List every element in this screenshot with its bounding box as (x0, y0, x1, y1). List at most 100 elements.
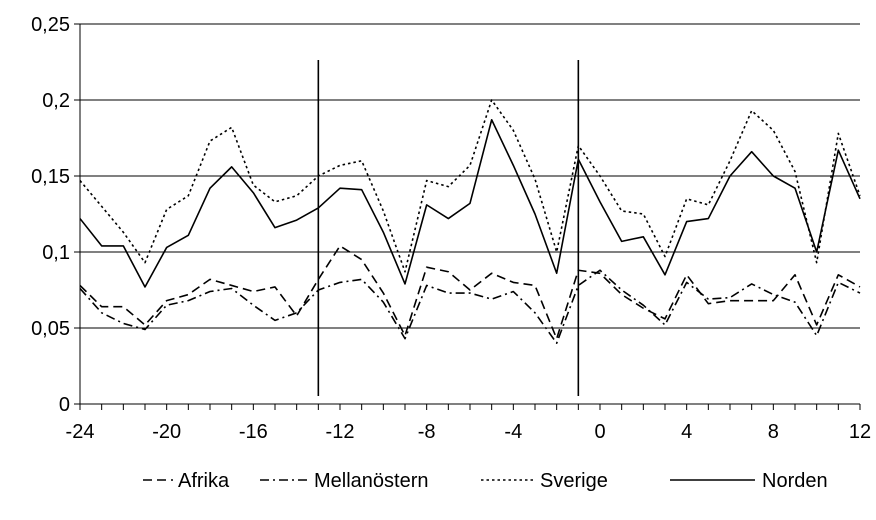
data-point-norden (490, 118, 494, 122)
data-point-mellanöstern (771, 293, 775, 297)
data-point-norden (771, 174, 775, 178)
data-point-norden (576, 157, 580, 161)
data-point-norden (121, 244, 125, 248)
data-point-mellanöstern (165, 303, 169, 307)
data-point-norden (273, 226, 277, 230)
data-point-norden (165, 245, 169, 249)
data-point-sverige (576, 144, 580, 148)
data-point-sverige (446, 185, 450, 189)
data-point-mellanöstern (555, 341, 559, 345)
data-point-norden (230, 165, 234, 169)
x-tick-label: -16 (239, 421, 268, 443)
data-point-afrika (490, 271, 494, 275)
data-point-mellanöstern (208, 290, 212, 294)
data-point-sverige (338, 163, 342, 167)
data-point-norden (468, 201, 472, 205)
data-point-norden (446, 217, 450, 221)
data-point-mellanöstern (620, 288, 624, 292)
data-point-mellanöstern (728, 296, 732, 300)
data-point-norden (208, 186, 212, 190)
data-point-norden (663, 273, 667, 277)
data-point-sverige (598, 174, 602, 178)
data-point-sverige (403, 270, 407, 274)
y-tick-label: 0,25 (31, 14, 70, 36)
data-point-sverige (360, 159, 364, 163)
data-point-sverige (381, 209, 385, 213)
series-line-sverige (79, 99, 861, 273)
x-tick-label: 0 (594, 421, 605, 443)
data-point-sverige (295, 194, 299, 198)
data-point-afrika (316, 277, 320, 281)
x-tick-label: -4 (504, 421, 522, 443)
legend-item-norden: Norden (670, 470, 828, 492)
data-point-sverige (316, 174, 320, 178)
data-point-norden (858, 197, 862, 201)
data-point-sverige (230, 125, 234, 129)
data-point-norden (100, 244, 104, 248)
data-point-sverige (251, 183, 255, 187)
data-point-afrika (533, 283, 537, 287)
data-point-sverige (425, 179, 429, 183)
data-point-norden (836, 148, 840, 152)
data-point-norden (728, 174, 732, 178)
data-point-sverige (555, 250, 559, 254)
data-point-mellanöstern (425, 283, 429, 287)
data-point-mellanöstern (360, 277, 364, 281)
x-tick-label: -12 (326, 421, 355, 443)
legend-label: Mellanöstern (314, 470, 429, 492)
data-point-mellanöstern (750, 282, 754, 286)
data-point-afrika (685, 273, 689, 277)
legend-label: Afrika (178, 470, 230, 492)
data-point-mellanöstern (230, 286, 234, 290)
data-point-sverige (208, 139, 212, 143)
data-point-afrika (620, 293, 624, 297)
legend-item-mellanöstern: Mellanöstern (260, 470, 429, 492)
series-line-afrika (79, 245, 861, 340)
data-point-afrika (511, 280, 515, 284)
data-point-mellanöstern (121, 321, 125, 325)
data-point-norden (360, 188, 364, 192)
data-point-norden (338, 186, 342, 190)
data-point-mellanöstern (533, 311, 537, 315)
legend-item-sverige: Sverige (481, 470, 608, 492)
legend: Afrika Mellanöstern Sverige Norden (143, 470, 828, 492)
legend-item-afrika: Afrika (143, 470, 230, 492)
data-point-sverige (468, 163, 472, 167)
data-point-mellanöstern (836, 280, 840, 284)
data-point-norden (295, 218, 299, 222)
data-point-mellanöstern (186, 299, 190, 303)
tick-labels: 0 0,05 0,1 0,15 0,2 0,25 -24 -20 -16 -12 -8 -4 0 4 8 12 (31, 14, 871, 443)
data-point-norden (78, 217, 82, 221)
legend-label: Norden (762, 470, 828, 492)
y-tick-label: 0 (59, 394, 70, 416)
data-point-mellanöstern (143, 328, 147, 332)
y-tick-label: 0,15 (31, 166, 70, 188)
data-point-afrika (251, 290, 255, 294)
data-point-afrika (381, 291, 385, 295)
data-point-sverige (750, 109, 754, 113)
data-point-sverige (620, 209, 624, 213)
data-point-mellanöstern (663, 323, 667, 327)
data-point-mellanöstern (490, 297, 494, 301)
legend-label: Sverige (540, 470, 608, 492)
data-point-norden (143, 285, 147, 289)
data-point-mellanöstern (78, 286, 82, 290)
data-point-sverige (121, 230, 125, 234)
data-point-mellanöstern (338, 280, 342, 284)
data-point-mellanöstern (685, 280, 689, 284)
data-point-mellanöstern (251, 303, 255, 307)
data-point-mellanöstern (381, 300, 385, 304)
data-point-mellanöstern (468, 291, 472, 295)
data-point-sverige (490, 98, 494, 102)
data-point-norden (381, 230, 385, 234)
data-point-sverige (663, 255, 667, 259)
x-tick-label: 4 (681, 421, 692, 443)
data-point-sverige (836, 131, 840, 135)
data-point-mellanöstern (273, 318, 277, 322)
data-point-mellanöstern (511, 290, 515, 294)
data-point-norden (186, 233, 190, 237)
data-point-norden (251, 191, 255, 195)
x-tick-label: -24 (66, 421, 95, 443)
y-tick-label: 0,05 (31, 318, 70, 340)
data-point-norden (750, 150, 754, 154)
